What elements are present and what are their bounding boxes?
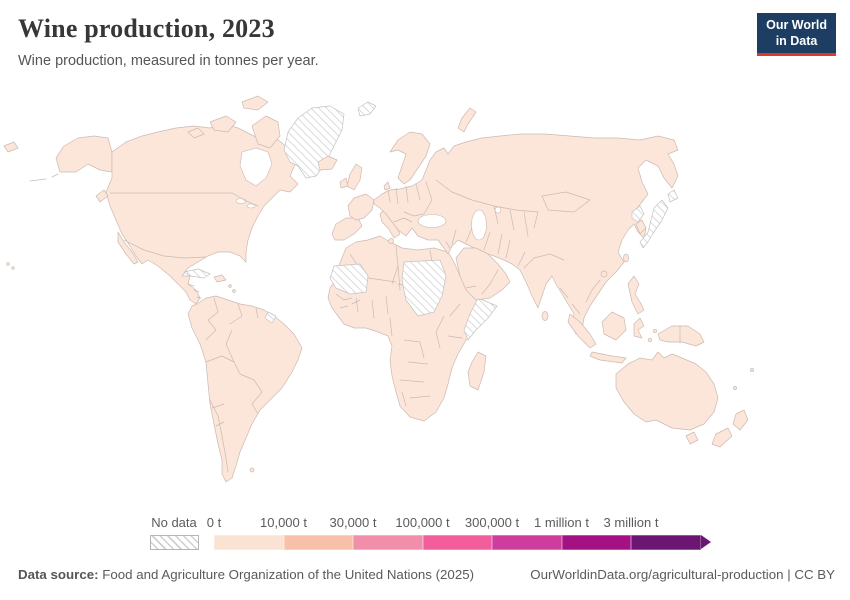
- falkland-islands[interactable]: [249, 467, 255, 473]
- owid-logo[interactable]: Our World in Data: [757, 13, 836, 56]
- legend-bin-segment[interactable]: [353, 535, 423, 550]
- ellesmere-island[interactable]: [241, 95, 269, 111]
- pacific-island[interactable]: [733, 386, 737, 390]
- region-britain[interactable]: [346, 163, 363, 191]
- hawaii-island[interactable]: [6, 262, 10, 266]
- owid-logo-line2: in Data: [775, 34, 818, 49]
- country-borders: [109, 192, 259, 299]
- legend-bin-label: 100,000 t: [395, 515, 450, 530]
- caribbean-island[interactable]: [228, 284, 232, 288]
- footer-link[interactable]: OurWorldinData.org/agricultural-producti…: [530, 567, 835, 582]
- region-tasmania[interactable]: [685, 431, 699, 445]
- region-japan-hokkaido[interactable]: [667, 189, 679, 203]
- region-sri-lanka[interactable]: [541, 311, 549, 321]
- region-cuba[interactable]: [183, 268, 211, 279]
- legend-bin-label: 0 t: [206, 515, 222, 530]
- legend-bin-label: 30,000 t: [329, 515, 377, 530]
- legend: No data 0 t 10,000 t 30,000 t 100,000 t 300,…: [150, 515, 740, 553]
- black-sea: [417, 214, 447, 228]
- region-philippines[interactable]: [627, 275, 645, 315]
- region-new-zealand-north[interactable]: [732, 409, 749, 431]
- region-denmark[interactable]: [383, 181, 391, 191]
- region-japan[interactable]: [639, 199, 669, 249]
- legend-bin-label: 10,000 t: [260, 515, 307, 530]
- aral-sea: [494, 206, 502, 214]
- footer: Data source: Food and Agriculture Organi…: [18, 567, 835, 582]
- edge-sliver: [3, 141, 19, 153]
- victoria-island[interactable]: [209, 115, 237, 133]
- legend-arrow: [700, 535, 711, 549]
- region-sudan-south-sudan[interactable]: [401, 259, 447, 317]
- region-baja-california[interactable]: [117, 231, 139, 265]
- region-sulawesi[interactable]: [633, 317, 645, 339]
- vancouver-island[interactable]: [95, 189, 109, 203]
- region-australia[interactable]: [615, 351, 719, 431]
- great-lakes: [246, 203, 256, 209]
- region-svalbard[interactable]: [357, 101, 377, 117]
- legend-bin-segment[interactable]: [631, 535, 701, 550]
- page-title: Wine production, 2023: [18, 14, 275, 43]
- legend-bin-segment[interactable]: [283, 535, 353, 550]
- region-new-guinea[interactable]: [657, 325, 705, 347]
- moluccas-island[interactable]: [647, 337, 653, 343]
- region-hispaniola[interactable]: [213, 274, 227, 283]
- page-subtitle: Wine production, measured in tonnes per …: [18, 53, 319, 69]
- caribbean-island[interactable]: [232, 289, 236, 293]
- region-eurasia[interactable]: [373, 133, 679, 335]
- region-ireland[interactable]: [339, 177, 349, 189]
- owid-logo-line1: Our World: [766, 18, 827, 32]
- country-borders: [465, 269, 499, 295]
- region-greenland[interactable]: [283, 105, 345, 179]
- region-iceland[interactable]: [317, 155, 338, 171]
- moluccas-island[interactable]: [652, 328, 658, 334]
- region-madagascar[interactable]: [467, 351, 487, 391]
- region-france[interactable]: [347, 193, 375, 221]
- baffin-island[interactable]: [251, 115, 281, 149]
- footer-source-text: Food and Agriculture Organization of the…: [98, 567, 475, 582]
- aleutian-islands: [29, 173, 59, 182]
- novaya-zemlya[interactable]: [457, 107, 477, 133]
- footer-source-label: Data source:: [18, 567, 99, 582]
- hawaii-island[interactable]: [11, 266, 15, 270]
- legend-bin-label: 300,000 t: [464, 515, 520, 530]
- region-south-korea[interactable]: [635, 219, 647, 235]
- legend-bins: 0 t 10,000 t 30,000 t 100,000 t 300,000 t 1 m…: [150, 515, 740, 553]
- region-java[interactable]: [589, 351, 627, 364]
- arctic-island[interactable]: [187, 127, 205, 139]
- region-scandinavia[interactable]: [389, 131, 431, 185]
- pacific-island[interactable]: [750, 368, 754, 372]
- great-lakes: [235, 198, 247, 204]
- region-french-guiana[interactable]: [264, 311, 277, 324]
- region-new-zealand-south[interactable]: [711, 427, 733, 448]
- region-hainan[interactable]: [600, 270, 608, 278]
- region-somalia[interactable]: [463, 297, 498, 341]
- region-north-korea[interactable]: [631, 205, 645, 223]
- region-alaska[interactable]: [55, 135, 113, 173]
- region-mauritania-western-sahara[interactable]: [329, 263, 369, 295]
- caspian-sea: [471, 209, 487, 241]
- country-borders: [205, 297, 263, 473]
- header: Wine production, 2023 Wine production, m…: [18, 14, 319, 69]
- region-south-america[interactable]: [187, 295, 303, 483]
- region-borneo[interactable]: [601, 311, 627, 341]
- legend-no-data-swatch[interactable]: [150, 535, 199, 550]
- region-sicily[interactable]: [388, 238, 394, 244]
- legend-bin-segment[interactable]: [492, 535, 562, 550]
- legend-bin-segment[interactable]: [422, 535, 492, 550]
- legend-no-data-label: No data: [151, 515, 197, 530]
- hudson-bay: [239, 147, 273, 187]
- region-sumatra[interactable]: [567, 313, 597, 349]
- legend-bin-label: 3 million t: [603, 515, 659, 530]
- region-africa[interactable]: [327, 235, 498, 422]
- footer-source: Data source: Food and Agriculture Organi…: [18, 567, 474, 582]
- legend-bin-segment[interactable]: [214, 535, 284, 550]
- legend-bin-segment[interactable]: [561, 535, 631, 550]
- legend-bin-label: 1 million t: [534, 515, 589, 530]
- region-iberia[interactable]: [331, 217, 363, 241]
- region-taiwan[interactable]: [623, 253, 629, 263]
- country-borders: [387, 179, 601, 315]
